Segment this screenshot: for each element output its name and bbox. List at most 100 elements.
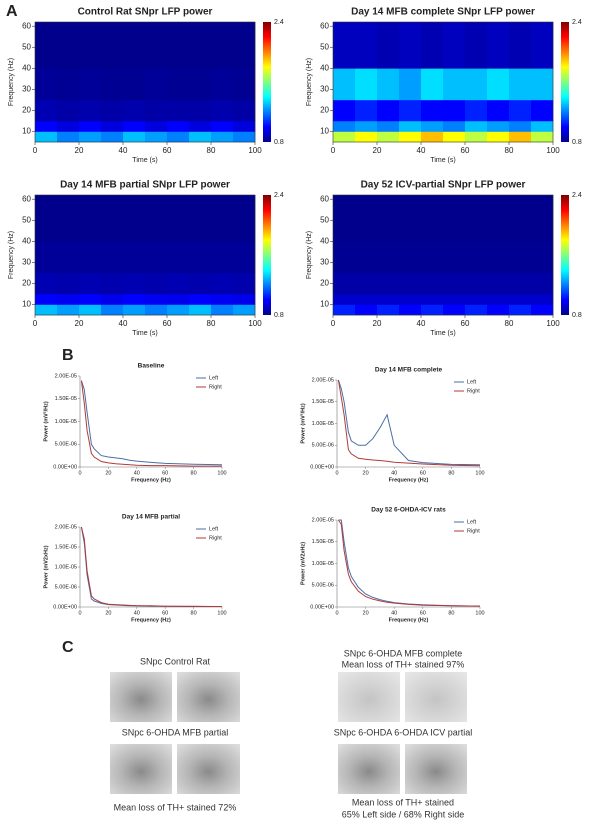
heatmap-cell [79,272,102,295]
histology-title: Mean loss of TH+ stained 97% [342,659,465,669]
heatmap-cell [465,195,488,242]
y-tick-label: 1.50E-05 [312,399,334,405]
heatmap-cell [509,241,532,274]
x-tick-label: 0 [78,470,81,476]
heatmap-cell [189,131,212,143]
y-tick-label: 1.50E-05 [55,544,77,550]
heatmap-cell [211,241,234,274]
chart-title: Baseline [138,363,165,370]
heatmap-cell [421,272,444,295]
heatmap-cell [355,304,378,316]
heatmap-cell [167,22,190,69]
heatmap-cell [167,304,190,316]
x-axis-label: Time (s) [430,157,455,164]
heatmap-cell [233,120,256,132]
heatmap-cell [233,241,256,274]
legend-label: Left [467,379,477,385]
legend-label: Left [209,375,219,381]
y-axis-label: Power (mV2xHz) [300,542,306,585]
heatmap-cell [465,99,488,122]
heatmap-cell [399,99,422,122]
heatmap-cell [101,293,124,305]
y-tick-label: 10 [22,127,31,136]
line-series [80,526,222,607]
heatmap-cell [399,241,422,274]
heatmap-cell [399,293,422,305]
x-tick-label: 40 [417,319,426,328]
heatmap-cell [211,131,234,143]
y-tick-label: 60 [22,21,31,30]
heatmap-cell [333,22,356,69]
heatmap-cell [57,241,80,274]
heatmap-cell [531,68,554,101]
heatmap-cell [377,131,400,143]
heatmap-cell [189,99,212,122]
x-axis-label: Frequency (Hz) [389,477,429,483]
panel-label: B [62,347,74,364]
y-tick-label: 30 [22,84,31,93]
heatmap-cell [443,22,466,69]
y-tick-label: 20 [22,279,31,288]
x-axis-label: Frequency (Hz) [389,617,429,623]
histology-caption: 65% Left side / 68% Right side [342,809,465,819]
colorbar-tick-label: 2.4 [572,19,582,26]
x-tick-label: 100 [248,319,262,328]
y-tick-label: 20 [320,279,329,288]
x-tick-label: 0 [33,146,38,155]
heatmap-cell [399,272,422,295]
heatmap-cell [333,131,356,143]
heatmap-cell [399,68,422,101]
heatmap-cell [167,293,190,305]
heatmap-cell [443,99,466,122]
y-tick-label: 5.00E-06 [55,584,77,590]
y-tick-label: 20 [320,106,329,115]
heatmap-cell [355,195,378,242]
y-tick-label: 5.00E-06 [55,442,77,448]
heatmap-cell [35,304,58,316]
heatmap-cell [57,304,80,316]
heatmap-cell [233,304,256,316]
chart-title: Day 52 6-OHDA-ICV rats [371,507,446,514]
x-tick-label: 40 [119,146,128,155]
x-tick-label: 100 [546,319,560,328]
x-tick-label: 60 [420,610,426,616]
y-tick-label: 0.00E+00 [310,464,334,470]
y-tick-label: 2.00E-05 [312,377,334,383]
y-tick-label: 30 [320,84,329,93]
x-tick-label: 0 [33,319,38,328]
y-tick-label: 10 [22,300,31,309]
x-tick-label: 60 [162,610,168,616]
y-tick-label: 30 [22,257,31,266]
heatmap-cell [443,293,466,305]
line-series [80,526,222,607]
heatmap-cell [35,272,58,295]
x-tick-label: 80 [191,470,197,476]
heatmap-cell [333,272,356,295]
heatmap-cell [101,99,124,122]
heatmap-cell [167,241,190,274]
heatmap-cell [79,195,102,242]
heatmap-cell [145,293,168,305]
heatmap-cell [355,131,378,143]
y-tick-label: 0.00E+00 [53,464,77,470]
heatmap-cell [465,120,488,132]
y-axis-label: Power (mV²/Hz) [42,401,49,442]
heatmap-cell [167,272,190,295]
x-tick-label: 80 [448,610,454,616]
y-tick-label: 0.00E+00 [53,604,77,610]
heatmap-cell [333,293,356,305]
heatmap-cell [35,195,58,242]
heatmap-cell [399,195,422,242]
y-tick-label: 50 [22,42,31,51]
heatmap-cell [123,241,146,274]
heatmap-cell [487,241,510,274]
y-tick-label: 2.00E-05 [312,517,334,523]
histology-title: SNpc 6-OHDA MFB complete [344,648,463,658]
x-tick-label: 20 [373,146,382,155]
heatmap-cell [355,241,378,274]
heatmap-cell [123,304,146,316]
x-axis-label: Time (s) [132,330,157,337]
heatmap-cell [333,304,356,316]
heatmap-cell [421,131,444,143]
